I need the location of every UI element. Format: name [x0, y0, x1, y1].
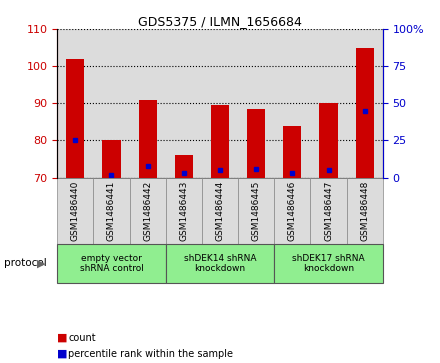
Text: GSM1486444: GSM1486444 [216, 180, 224, 241]
FancyBboxPatch shape [93, 178, 129, 244]
FancyBboxPatch shape [129, 178, 166, 244]
FancyBboxPatch shape [166, 178, 202, 244]
Text: GSM1486441: GSM1486441 [107, 180, 116, 241]
FancyBboxPatch shape [238, 178, 274, 244]
Text: shDEK17 shRNA
knockdown: shDEK17 shRNA knockdown [292, 254, 365, 273]
FancyBboxPatch shape [57, 178, 93, 244]
FancyBboxPatch shape [166, 244, 274, 283]
FancyBboxPatch shape [202, 178, 238, 244]
Text: count: count [68, 333, 96, 343]
Text: shDEK14 shRNA
knockdown: shDEK14 shRNA knockdown [184, 254, 256, 273]
Text: ■: ■ [57, 349, 71, 359]
Bar [211, 105, 229, 178]
Text: GSM1486443: GSM1486443 [180, 180, 188, 241]
Bar [139, 99, 157, 178]
Bar [103, 140, 121, 178]
Bar [247, 109, 265, 178]
Text: GSM1486440: GSM1486440 [71, 180, 80, 241]
Text: ▶: ▶ [37, 258, 46, 268]
Text: protocol: protocol [4, 258, 47, 268]
Title: GDS5375 / ILMN_1656684: GDS5375 / ILMN_1656684 [138, 15, 302, 28]
Text: ■: ■ [57, 333, 71, 343]
FancyBboxPatch shape [347, 178, 383, 244]
FancyBboxPatch shape [57, 244, 166, 283]
Bar [175, 155, 193, 178]
Bar [356, 48, 374, 178]
Bar [66, 59, 84, 178]
FancyBboxPatch shape [274, 178, 311, 244]
Text: GSM1486448: GSM1486448 [360, 180, 369, 241]
Text: GSM1486446: GSM1486446 [288, 180, 297, 241]
Bar [283, 126, 301, 178]
Text: empty vector
shRNA control: empty vector shRNA control [80, 254, 143, 273]
Text: GSM1486442: GSM1486442 [143, 180, 152, 241]
FancyBboxPatch shape [311, 178, 347, 244]
Text: GSM1486447: GSM1486447 [324, 180, 333, 241]
Bar [319, 103, 337, 178]
Text: percentile rank within the sample: percentile rank within the sample [68, 349, 233, 359]
Text: GSM1486445: GSM1486445 [252, 180, 260, 241]
FancyBboxPatch shape [274, 244, 383, 283]
